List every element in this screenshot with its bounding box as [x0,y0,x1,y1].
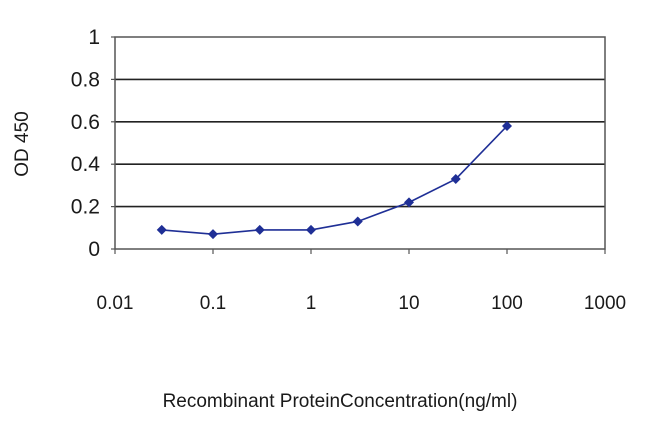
x-tick-label-2: 1 [306,293,317,314]
plot-area-frame [114,36,606,250]
y-tick-label-5: 1 [88,26,100,49]
y-axis: 0 0.2 0.4 0.6 0.8 1 [71,26,115,261]
y-tick-label-2: 0.4 [71,153,101,176]
x-tick-label-1: 0.1 [200,293,226,314]
data-point-5 [404,197,414,208]
y-tick-label-4: 0.8 [71,68,100,91]
data-point-1 [208,229,218,240]
data-point-0 [156,224,167,235]
data-point-2 [254,224,265,235]
data-point-6 [450,174,461,185]
series-group [156,121,512,240]
x-tick-label-0: 0.01 [97,293,134,314]
y-tick-label-1: 0.2 [71,196,100,219]
data-point-7 [502,121,512,132]
gridlines [115,78,605,208]
y-axis-title: OD 450 [12,111,33,176]
x-tick-label-5: 1000 [584,293,626,314]
x-axis: 0.01 0.1 1 10 100 1000 [97,249,626,314]
data-point-3 [306,224,316,235]
x-tick-label-3: 10 [398,293,419,314]
series-line-0 [161,125,508,235]
y-tick-label-0: 0 [88,238,100,261]
x-axis-title: Recombinant ProteinConcentration(ng/ml) [163,391,518,412]
data-point-4 [352,216,363,227]
x-tick-label-4: 100 [491,293,523,314]
y-tick-label-3: 0.6 [71,111,100,134]
